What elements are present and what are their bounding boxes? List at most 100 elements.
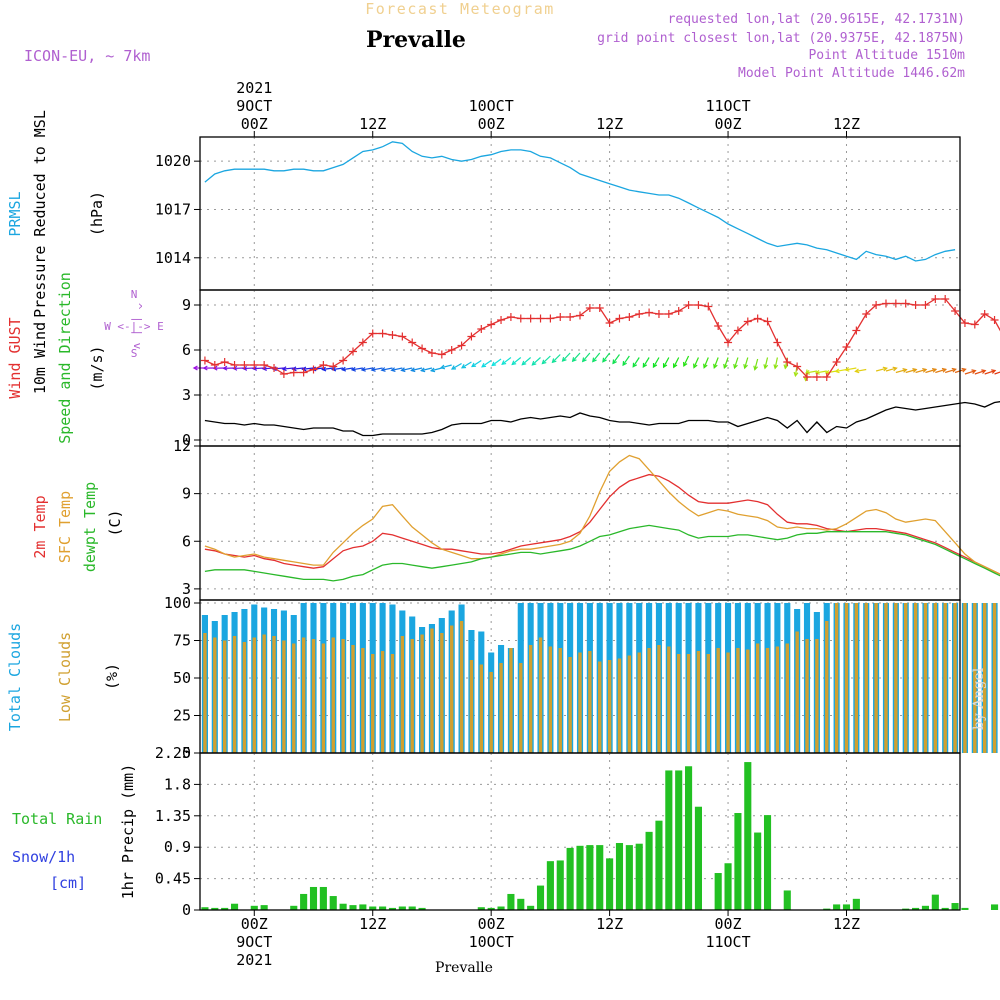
y-tick-label: 12 [173, 437, 191, 455]
gust-marker [921, 301, 930, 309]
wind-arrow [582, 352, 591, 362]
y-tick-label: 9 [182, 296, 191, 314]
low-cloud-bar [686, 654, 691, 753]
gust-marker [832, 358, 841, 366]
wind-arrow-head [941, 367, 948, 373]
wind-arrow-head [773, 364, 779, 370]
wind-arrow-head [541, 359, 547, 365]
gust-marker [674, 307, 683, 315]
low-cloud-bar [884, 603, 888, 753]
panel-clouds: 0 25 50 75 100 Total Clouds Low Clouds (%) [6, 594, 998, 762]
low-cloud-bar [440, 633, 444, 753]
wind-arrow [511, 357, 522, 365]
wind-arrow-head [961, 367, 967, 373]
wind-arrow-head [340, 366, 347, 372]
gust-marker [220, 358, 229, 366]
low-cloud-bar [459, 621, 464, 753]
low-cloud-bar [479, 664, 483, 753]
precip-bar [339, 903, 347, 910]
precip-bar [379, 906, 387, 910]
precip-bar [369, 906, 377, 910]
precip-bar [744, 762, 752, 910]
y-tick-label: 1.35 [155, 807, 191, 825]
panel-wind: 0 3 6 9 Wind GUST 10m Wind Speed and Direction… [6, 272, 1000, 449]
precip-bar [230, 903, 239, 910]
wind-arrow-head [922, 367, 928, 373]
gust-marker [388, 331, 397, 339]
low-cloud-bar [647, 648, 651, 753]
panel-frame [199, 752, 961, 911]
time-top-label: 00Z [478, 115, 505, 133]
wind-arrow-head [491, 361, 497, 367]
gust-marker [556, 313, 565, 321]
y-tick-label: 6 [182, 532, 191, 550]
time-bottom-label: 00Z [715, 915, 742, 933]
precip-bar [596, 845, 604, 910]
wind-arrow [774, 357, 778, 369]
time-bottom-label: 2021 [236, 951, 272, 969]
precip-bar [645, 831, 653, 910]
low-cloud-bar [528, 645, 533, 753]
wind-arrow-head [551, 358, 557, 364]
gust-marker [368, 329, 377, 338]
precip-bar [951, 903, 959, 910]
low-cloud-bar [657, 645, 661, 753]
time-top-label: 10OCT [469, 97, 514, 115]
low-cloud-bar [894, 603, 898, 753]
precip-bar [408, 906, 416, 910]
dewpt-line [204, 524, 1000, 582]
low-cloud-bar [578, 652, 582, 753]
low-cloud-bar [696, 651, 701, 753]
wind-arrow [401, 367, 413, 371]
wind-arrow-head [420, 367, 426, 373]
wind-arrow-head [212, 365, 218, 371]
low-cloud-bar [864, 603, 868, 753]
low-cloud-bar [834, 603, 839, 753]
wind-arrow-head [602, 357, 607, 363]
precip-bar [221, 907, 229, 910]
low-cloud-bar [242, 642, 247, 753]
low-cloud-bar [815, 639, 819, 753]
gust-marker [279, 370, 288, 378]
wind-arrow [552, 354, 561, 363]
low-cloud-bar [785, 643, 789, 753]
low-cloud-bar [726, 652, 730, 753]
wind-arrow-head [931, 367, 938, 373]
gust-marker [270, 364, 279, 372]
gust-marker [970, 320, 979, 329]
low-cloud-bar [677, 654, 681, 753]
gust-marker [358, 338, 367, 347]
gust-marker [645, 308, 654, 317]
panel-title: Speed and Direction [56, 272, 74, 444]
time-bottom-label: 00Z [478, 915, 505, 933]
precip-bar [675, 770, 683, 910]
precip-bar [546, 861, 554, 910]
compass-ns: ^ | | v [131, 303, 144, 350]
y-tick-label: 6 [182, 341, 191, 359]
wind-arrow [332, 367, 344, 371]
precip-bar [260, 905, 268, 910]
wind-arrow-head [380, 367, 386, 372]
low-cloud-bar [262, 634, 266, 753]
low-cloud-bar [410, 639, 414, 753]
wind-arrow [663, 357, 670, 368]
gust-marker [931, 295, 940, 303]
gust-marker [378, 329, 387, 338]
y-tick-label: 0 [182, 901, 191, 919]
wind-arrow [673, 357, 680, 368]
low-cloud-bar [371, 654, 375, 753]
wind-arrow [572, 352, 581, 362]
gust-marker [309, 365, 318, 374]
gust-marker [576, 311, 584, 320]
low-cloud-bar [982, 603, 987, 753]
wind-arrow [895, 368, 907, 374]
precip-bar [694, 806, 702, 910]
time-top-label: 2021 [236, 79, 272, 97]
location-title: Prevalle [366, 27, 466, 53]
wind-arrow [805, 370, 817, 374]
panel-title: dewpt Temp [81, 482, 99, 572]
y-tick-label: 0.45 [155, 870, 191, 888]
wind-arrow [531, 357, 541, 366]
gust-marker [408, 338, 417, 347]
